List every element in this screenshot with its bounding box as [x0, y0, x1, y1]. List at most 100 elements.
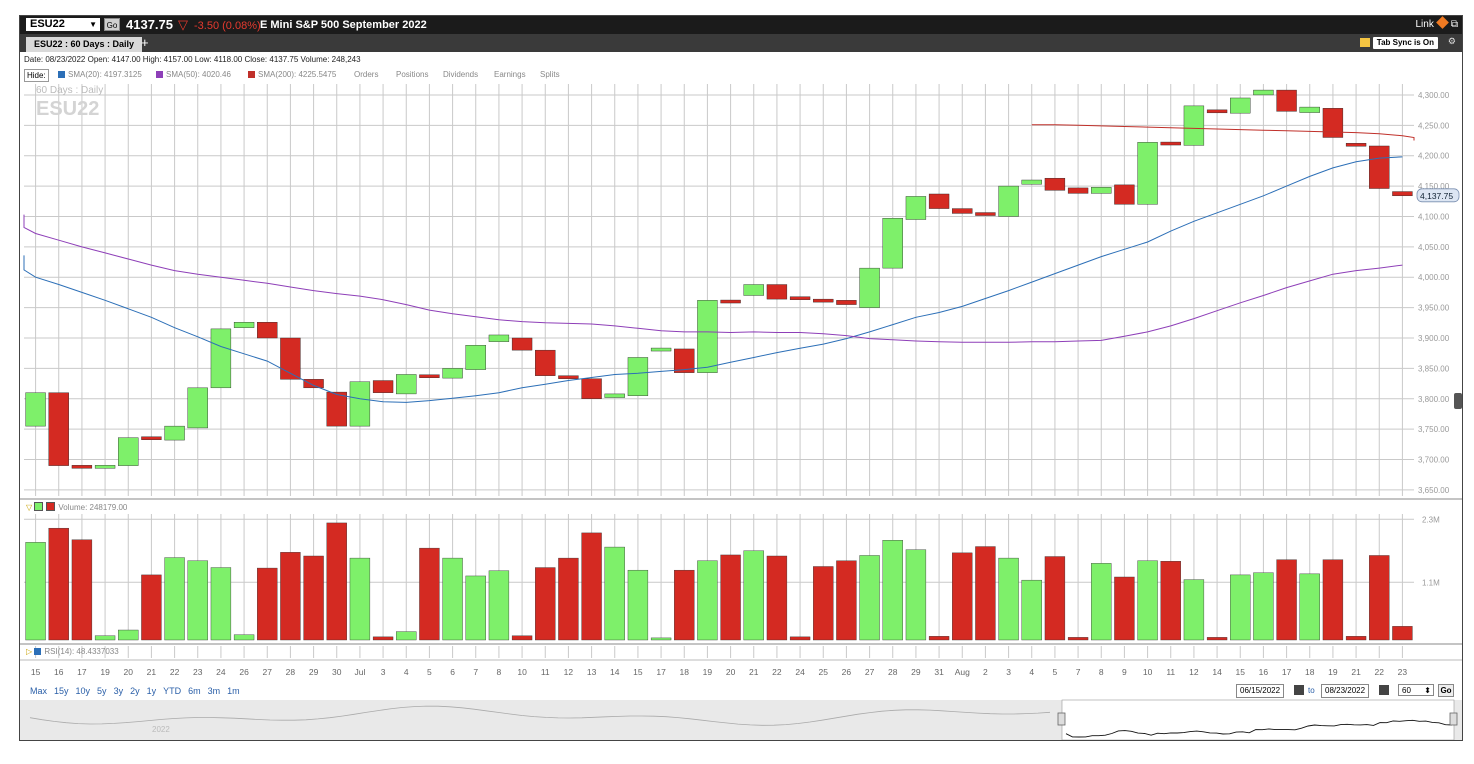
volume-bar [465, 575, 486, 641]
x-tick-label: 13 [587, 667, 597, 677]
legend-splits[interactable]: Splits [540, 70, 560, 79]
link-control[interactable]: Link ⧉ [1416, 16, 1458, 32]
candle [720, 299, 741, 304]
range-15y[interactable]: 15y [54, 686, 69, 696]
volume-bar [1091, 563, 1112, 641]
candle [1392, 191, 1413, 197]
x-tick-label: 27 [865, 667, 875, 677]
go-range-button[interactable]: Go [1438, 684, 1454, 697]
legend-sma200[interactable]: SMA(200): 4225.5475 [248, 68, 336, 82]
x-tick-label: 16 [54, 667, 64, 677]
candle [233, 322, 255, 328]
price-chart[interactable]: 3,650.00 3,700.00 3,750.00 3,800.00 3,850.00… [20, 16, 1462, 740]
settings-icon[interactable]: ⚙ [1447, 36, 1456, 46]
calendar-from-icon[interactable] [1294, 685, 1304, 695]
candle [280, 337, 301, 380]
candle [25, 392, 46, 427]
x-tick-label: 5 [427, 667, 432, 677]
volume-bar [697, 560, 718, 641]
x-tick-label: 21 [749, 667, 759, 677]
date-to-input[interactable]: 08/23/2022 [1321, 684, 1370, 698]
calendar-to-icon[interactable] [1379, 685, 1389, 695]
periods-stepper[interactable]: 60 ⬍ [1398, 684, 1434, 696]
candle [1345, 143, 1367, 147]
volume-bar [1369, 555, 1390, 641]
sma200-swatch-icon [248, 71, 255, 78]
volume-bar [859, 555, 880, 641]
sma200-line [1031, 124, 1415, 141]
expand-triangle-icon[interactable]: ▷ [26, 647, 33, 656]
go-button[interactable]: Go [104, 18, 120, 31]
range-max[interactable]: Max [30, 686, 48, 696]
x-tick-label: 23 [1398, 667, 1408, 677]
candle [488, 334, 510, 342]
legend-positions[interactable]: Positions [396, 70, 429, 79]
legend-sma20[interactable]: SMA(20): 4197.3125 [58, 68, 142, 82]
sma20-line [23, 156, 1403, 403]
rsi-swatch-icon [34, 648, 42, 655]
x-tick-label: 28 [286, 667, 296, 677]
volume-bar [998, 557, 1019, 641]
add-tab-button[interactable]: + [141, 35, 149, 50]
x-tick-label: 27 [263, 667, 273, 677]
candle [511, 337, 533, 351]
symbol-input[interactable]: ESU22 ▼ [26, 18, 100, 31]
legend-orders[interactable]: Orders [354, 70, 379, 79]
collapse-triangle-icon[interactable]: ▽ [26, 503, 33, 512]
range-3m[interactable]: 3m [207, 686, 221, 696]
volume-bar [187, 560, 208, 641]
x-tick-label: 11 [541, 667, 550, 677]
x-tick-label: 28 [888, 667, 898, 677]
volume-bar [558, 557, 579, 641]
range-3y[interactable]: 3y [113, 686, 124, 696]
volume-bar [720, 554, 741, 641]
candle [789, 296, 811, 300]
price-tick-label: 3,850.00 [1418, 364, 1450, 373]
candle [94, 465, 116, 469]
candle [836, 300, 857, 305]
x-tick-label: 26 [239, 667, 249, 677]
range-5y[interactable]: 5y [97, 686, 107, 696]
volume-bar [257, 567, 278, 641]
volume-bar [118, 629, 139, 641]
volume-bar [303, 555, 324, 641]
sma50-line [23, 214, 1403, 343]
x-tick-label: 22 [170, 667, 180, 677]
candle [535, 349, 556, 376]
range-1m[interactable]: 1m [227, 686, 240, 696]
hide-button[interactable]: Hide: [24, 69, 49, 82]
candle [442, 368, 463, 379]
x-tick-label: 3 [381, 667, 386, 677]
price-tick-label: 3,700.00 [1418, 456, 1450, 465]
x-tick-label: 14 [1212, 667, 1222, 677]
x-tick-label: 29 [309, 667, 319, 677]
x-tick-label: 4 [404, 667, 409, 677]
candle [1137, 142, 1158, 205]
legend-dividends[interactable]: Dividends [443, 70, 479, 79]
date-from-input[interactable]: 06/15/2022 [1236, 684, 1285, 698]
stepper-arrows-icon[interactable]: ⬍ [1424, 686, 1431, 695]
popout-icon[interactable]: ⧉ [1450, 19, 1458, 30]
x-tick-label: 15 [31, 667, 41, 677]
range-ytd[interactable]: YTD [163, 686, 182, 696]
range-2y[interactable]: 2y [130, 686, 140, 696]
x-tick-label: 10 [517, 667, 527, 677]
range-6m[interactable]: 6m [188, 686, 201, 696]
range-10y[interactable]: 10y [75, 686, 91, 696]
candle [558, 375, 579, 379]
tab-esu22-daily[interactable]: ESU22 : 60 Days : Daily [26, 37, 143, 52]
price-tick-label: 4,150.00 [1418, 182, 1450, 191]
candle [1067, 187, 1089, 194]
candle [1160, 141, 1181, 146]
price-tick-label: 4,200.00 [1418, 152, 1450, 161]
chevron-down-icon[interactable]: ▼ [89, 20, 97, 29]
navigator-window [1061, 699, 1455, 740]
legend-earnings[interactable]: Earnings [494, 70, 526, 79]
candle [372, 380, 394, 393]
range-1y[interactable]: 1y [146, 686, 157, 696]
volume-bar [650, 637, 672, 641]
x-tick-label: 6 [450, 667, 455, 677]
legend-sma50[interactable]: SMA(50): 4020.46 [156, 68, 231, 82]
candle [1299, 106, 1320, 113]
tab-sync-button[interactable]: Tab Sync is On [1372, 37, 1438, 49]
